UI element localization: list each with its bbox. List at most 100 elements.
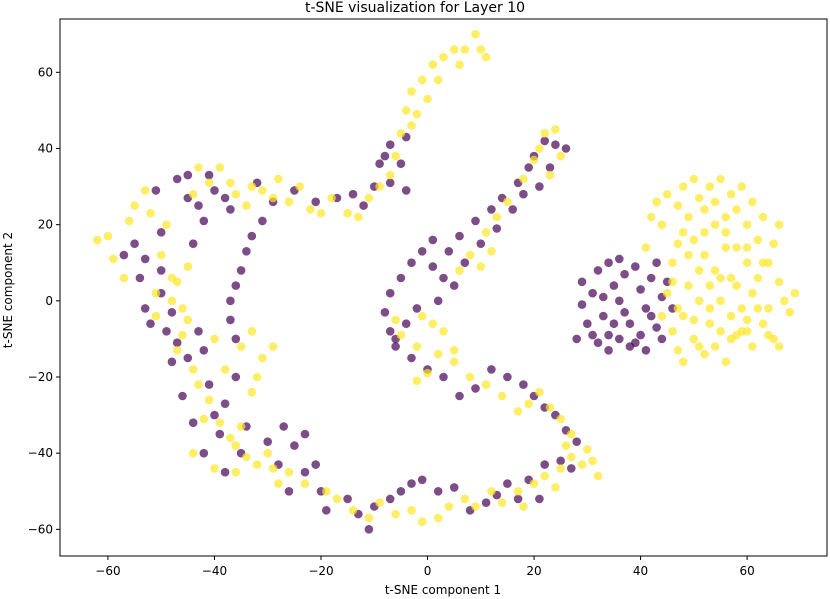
- scatter-point: [636, 330, 645, 340]
- scatter-point: [540, 460, 549, 469]
- scatter-point: [226, 433, 235, 443]
- scatter-point: [726, 273, 736, 283]
- scatter-point: [508, 205, 517, 214]
- scatter-point: [412, 342, 422, 351]
- scatter-point: [721, 357, 731, 367]
- scatter-point: [188, 189, 198, 199]
- scatter-point: [204, 395, 214, 405]
- scatter-point: [604, 330, 613, 340]
- scatter-point: [103, 231, 113, 241]
- scatter-point: [236, 266, 246, 275]
- scatter-point: [407, 121, 416, 130]
- scatter-point: [620, 269, 629, 279]
- scatter-point: [503, 372, 512, 382]
- y-tick-label: −40: [28, 446, 53, 460]
- scatter-point: [146, 319, 155, 329]
- scatter-point: [119, 273, 129, 283]
- scatter-point: [199, 448, 209, 458]
- scatter-point: [774, 277, 784, 287]
- scatter-point: [673, 201, 683, 210]
- scatter-point: [567, 452, 576, 462]
- scatter-point: [471, 29, 480, 39]
- scatter-point: [268, 464, 278, 473]
- scatter-point: [668, 327, 677, 336]
- scatter-point: [130, 239, 139, 248]
- scatter-point: [465, 250, 475, 260]
- x-axis-label: t-SNE component 1: [385, 583, 501, 597]
- scatter-point: [593, 471, 603, 481]
- scatter-point: [625, 319, 635, 329]
- scatter-point: [577, 277, 587, 287]
- scatter-point: [710, 220, 720, 229]
- scatter-point: [258, 353, 267, 363]
- scatter-point: [391, 151, 400, 161]
- scatter-point: [364, 513, 374, 523]
- scatter-point: [284, 467, 294, 477]
- scatter-point: [545, 163, 555, 172]
- scatter-point: [215, 163, 225, 172]
- scatter-point: [359, 201, 368, 210]
- scatter-point: [492, 224, 502, 233]
- scatter-point: [588, 330, 597, 340]
- scatter-point: [172, 174, 182, 184]
- scatter-point: [641, 346, 651, 355]
- scatter-point: [140, 304, 150, 313]
- x-tick-label: 60: [739, 564, 754, 578]
- scatter-point: [183, 262, 193, 271]
- scatter-point: [199, 216, 209, 226]
- scatter-point: [215, 418, 225, 428]
- scatter-point: [742, 327, 752, 336]
- scatter-point: [444, 502, 454, 511]
- scatter-point: [471, 216, 480, 226]
- scatter-point: [444, 247, 454, 256]
- scatter-point: [194, 201, 203, 210]
- scatter-point: [535, 494, 544, 504]
- scatter-point: [726, 334, 736, 344]
- scatter-point: [268, 193, 278, 203]
- x-tick-label: −40: [202, 564, 227, 578]
- scatter-point: [774, 342, 784, 351]
- x-tick-label: −20: [308, 564, 333, 578]
- scatter-point: [556, 456, 565, 466]
- scatter-point: [183, 170, 193, 180]
- scatter-point: [726, 189, 736, 199]
- scatter-point: [460, 258, 470, 268]
- scatter-point: [657, 220, 667, 229]
- scatter-point: [652, 323, 661, 332]
- scatter-point: [732, 281, 741, 290]
- y-tick-label: 60: [38, 65, 53, 79]
- scatter-point: [662, 189, 672, 199]
- scatter-point: [748, 197, 757, 207]
- scatter-point: [183, 315, 193, 325]
- scatter-point: [604, 258, 613, 268]
- scatter-point: [220, 467, 230, 477]
- scatter-point: [481, 380, 491, 389]
- scatter-point: [178, 391, 187, 401]
- scatter-point: [231, 334, 241, 344]
- scatter-point: [678, 357, 688, 367]
- scatter-point: [455, 231, 464, 241]
- scatter-point: [758, 212, 768, 222]
- scatter-point: [540, 471, 549, 481]
- scatter-point: [146, 208, 155, 218]
- scatter-point: [572, 437, 581, 447]
- scatter-point: [428, 235, 438, 245]
- scatter-point: [513, 487, 523, 496]
- scatter-point: [236, 342, 246, 351]
- scatter-point: [716, 174, 725, 184]
- scatter-point: [439, 273, 448, 283]
- scatter-point: [263, 448, 273, 458]
- scatter-point: [231, 467, 241, 477]
- scatter-point: [407, 258, 416, 268]
- scatter-point: [684, 212, 693, 222]
- scatter-point: [567, 464, 576, 473]
- scatter-point: [433, 296, 443, 306]
- y-tick-label: −60: [28, 522, 53, 536]
- scatter-point: [385, 170, 395, 180]
- scatter-point: [705, 319, 715, 329]
- scatter-point: [252, 460, 262, 469]
- scatter-point: [615, 254, 624, 264]
- scatter-point: [199, 346, 209, 355]
- scatter-point: [311, 197, 321, 207]
- scatter-point: [178, 330, 187, 340]
